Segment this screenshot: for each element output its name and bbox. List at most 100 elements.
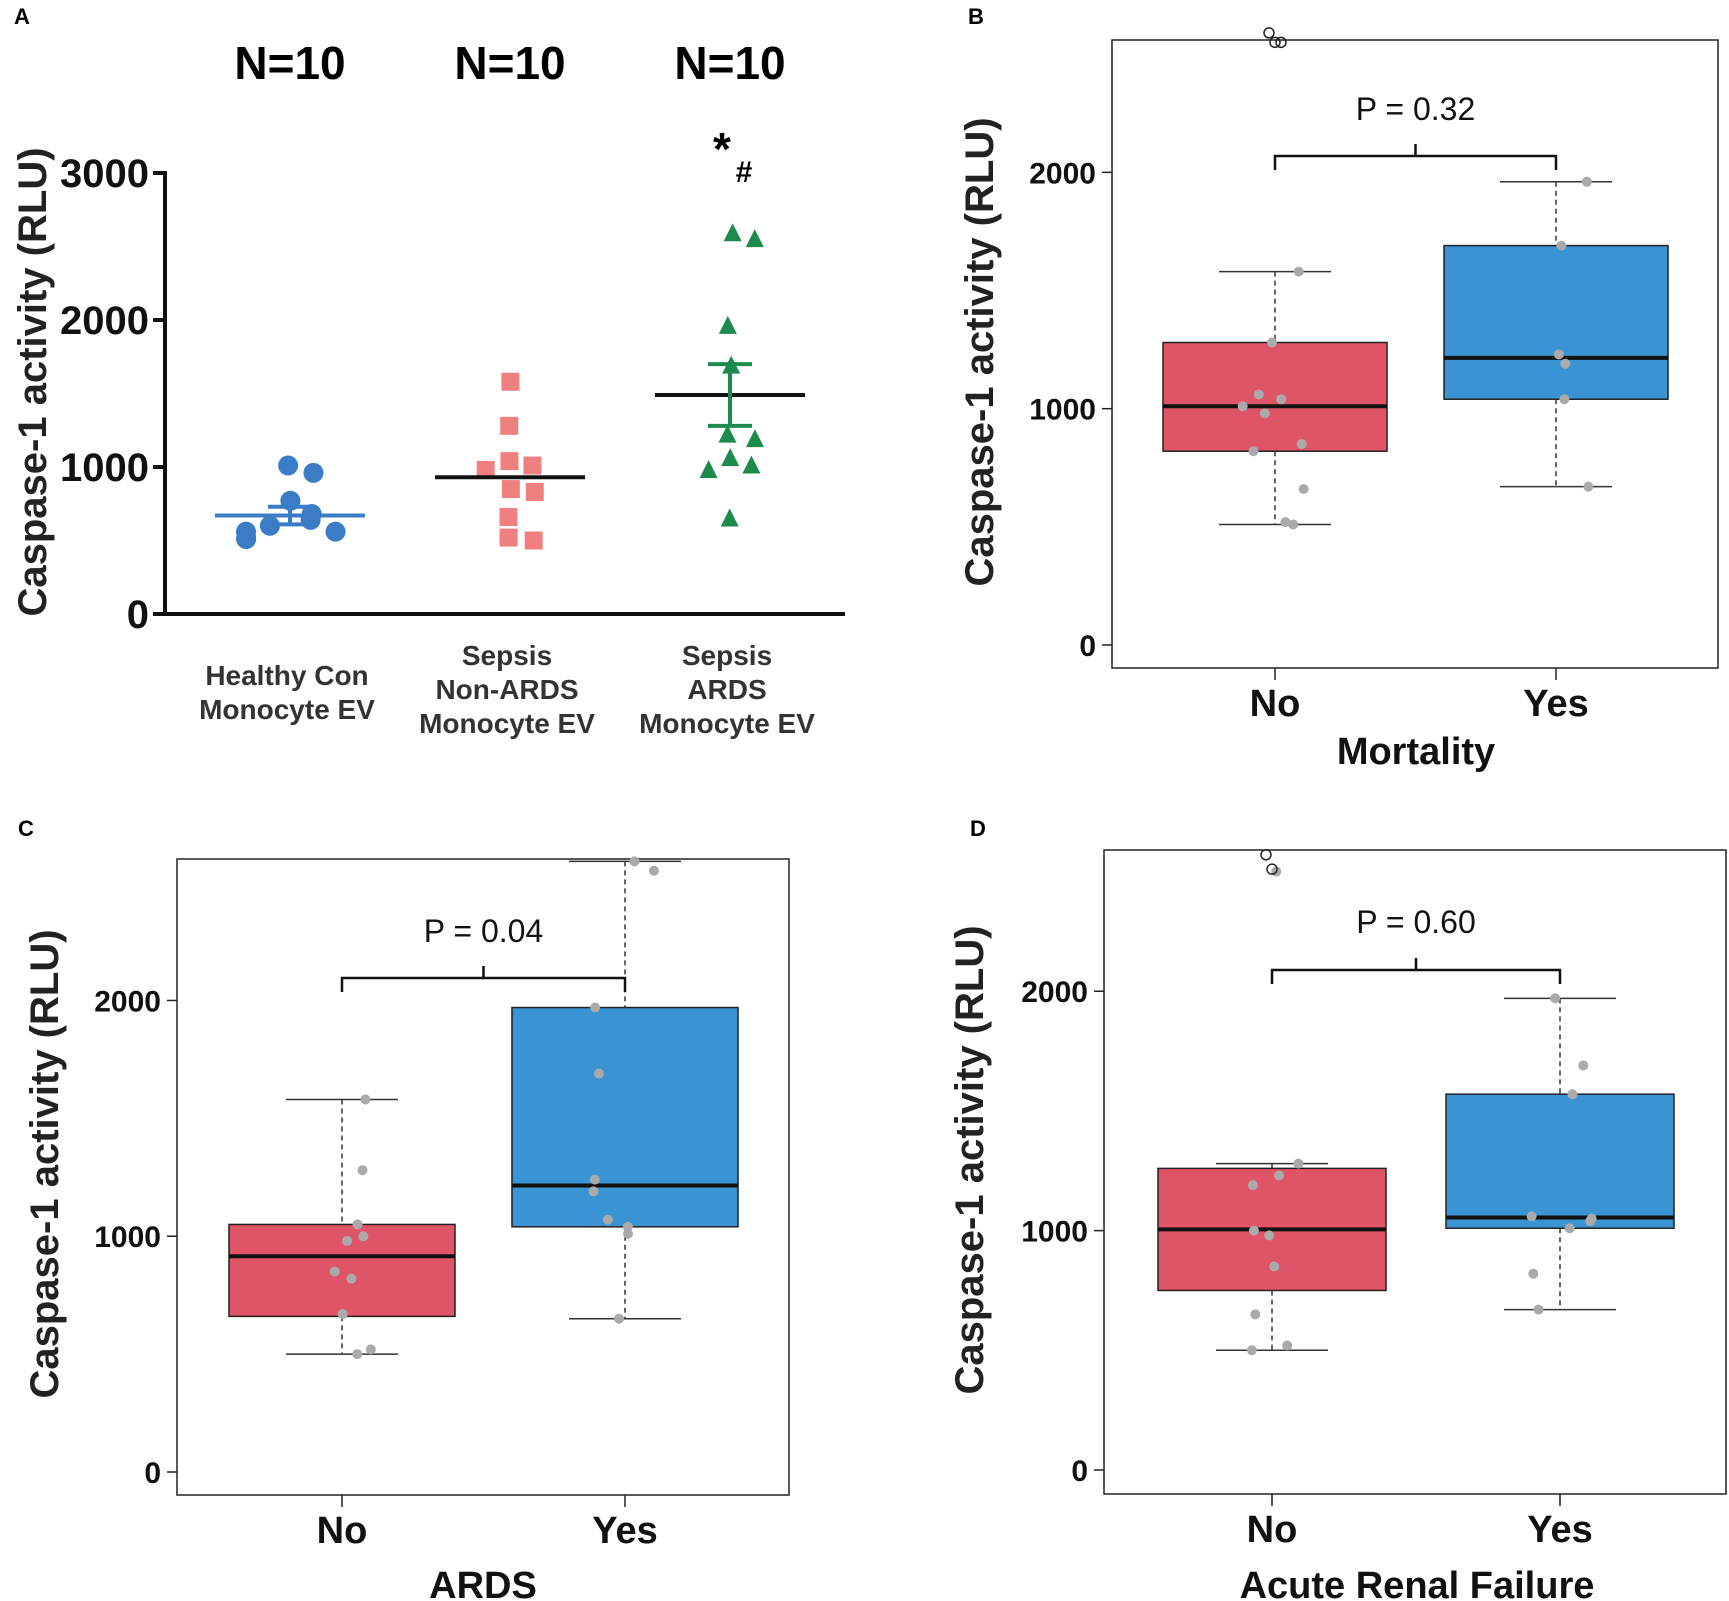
panel-a-group-label: Monocyte EV — [419, 708, 595, 739]
panel-b-data-point — [1267, 337, 1278, 348]
panel-c-data-point — [329, 1266, 340, 1277]
panel-c-data-point — [589, 1174, 600, 1185]
panel-a-data-point — [500, 452, 519, 471]
panel-c-p-value: P = 0.04 — [424, 913, 544, 949]
panel-d-y-axis-label: Caspase-1 activity (RLU) — [948, 925, 992, 1394]
panel-d-data-point — [1533, 1304, 1544, 1315]
panel-c-data-point — [590, 1002, 601, 1013]
panel-d-data-point — [1550, 993, 1561, 1004]
panel-d-x-axis-label: Acute Renal Failure — [1240, 1565, 1595, 1601]
panel-a-data-point — [501, 372, 520, 391]
panel-b-data-point — [1560, 358, 1571, 369]
panel-c-significance-bracket — [340, 966, 627, 992]
panel-a-y-tick-label: 0 — [127, 593, 149, 637]
panel-d-data-point — [1293, 1158, 1304, 1169]
panel-a-data-point — [303, 462, 324, 483]
panel-b-data-point — [1559, 394, 1570, 405]
panel-b-data-point — [1556, 240, 1567, 251]
panel-d-data-point — [1248, 1225, 1259, 1236]
panel-b-box — [1162, 341, 1388, 452]
panel-b-data-point — [1298, 484, 1309, 495]
panel-b-outlier — [1263, 27, 1275, 39]
panel-c-x-tick-label: Yes — [592, 1510, 658, 1552]
panel-d-outlier — [1266, 863, 1278, 875]
panel-a-n-label: N=10 — [674, 37, 785, 89]
panel-label-c: C — [18, 816, 34, 841]
panel-a-group-label: Monocyte EV — [199, 694, 375, 725]
panel-b-y-tick-label: 2000 — [1029, 157, 1096, 190]
panel-a-n-label: N=10 — [454, 37, 565, 89]
panel-c-data-point — [614, 1313, 625, 1324]
panel-c-data-point — [352, 1349, 363, 1360]
panel-b-outlier — [1269, 36, 1281, 49]
panel-a-y-tick-label: 2000 — [60, 299, 149, 343]
panel-d-data-point — [1250, 1309, 1261, 1320]
panel-c-data-point — [588, 1186, 599, 1197]
panel-c-data-point — [337, 1309, 348, 1320]
panel-d-data-point — [1578, 1060, 1589, 1071]
panel-c-data-point — [629, 856, 640, 867]
panel-a-data-point — [718, 315, 737, 334]
panel-a-data-point — [325, 521, 346, 542]
panel-d-y-tick-label: 1000 — [1021, 1216, 1088, 1249]
panel-c-plot-frame — [176, 858, 790, 1496]
panel-a-data-point — [500, 416, 519, 435]
panel-b-outlier — [1275, 36, 1287, 49]
panel-a-data-point — [718, 424, 737, 443]
panel-c-data-point — [648, 865, 659, 876]
panel-label-a: A — [14, 4, 30, 29]
panel-c-data-point — [346, 1273, 357, 1284]
panel-b-data-point — [1293, 266, 1304, 277]
panel-a-data-point — [525, 482, 544, 501]
panel-c-data-point — [358, 1231, 369, 1242]
panel-b-plot-frame — [1111, 39, 1719, 669]
panel-d-data-point — [1269, 1261, 1280, 1272]
panel-d-x-tick-label: Yes — [1527, 1509, 1593, 1551]
panel-a-data-point — [723, 223, 742, 242]
panel-c-box — [228, 1223, 456, 1318]
panel-c-y-tick-label: 0 — [144, 1457, 161, 1490]
panel-a-scatter-plot: Caspase-1 activity (RLU) * # 0 1000 2000 30… — [11, 37, 845, 739]
panel-b-data-point — [1253, 389, 1264, 400]
panel-d-x-tick-label: No — [1247, 1509, 1298, 1551]
panel-b-data-point — [1248, 446, 1259, 457]
panel-a-data-point — [699, 459, 718, 478]
panel-a-group-label: Monocyte EV — [639, 708, 815, 739]
panel-d-data-point — [1585, 1216, 1596, 1227]
panel-b-data-point — [1280, 517, 1291, 528]
panel-a-data-point — [236, 529, 257, 550]
panel-a-group-label: Sepsis — [462, 640, 552, 671]
panel-a-data-point — [720, 508, 739, 527]
panel-a-group-label: Healthy Con — [205, 660, 368, 691]
panel-a-data-point — [501, 480, 520, 499]
panel-a-data-point — [278, 455, 299, 476]
panel-b-y-tick-label: 1000 — [1029, 394, 1096, 427]
panel-d-data-point — [1247, 1180, 1258, 1191]
panel-d-y-tick-label: 2000 — [1021, 976, 1088, 1009]
panel-d-box-plot: Caspase-1 activity (RLU) Acute Renal Fai… — [948, 849, 1727, 1601]
panel-c-y-tick-label: 1000 — [94, 1221, 161, 1254]
panel-b-y-axis-label: Caspase-1 activity (RLU) — [958, 117, 1002, 586]
panel-c-data-point — [342, 1235, 353, 1246]
panel-c-x-axis-label: ARDS — [429, 1565, 537, 1601]
panel-a-data-point — [745, 229, 764, 248]
panel-b-data-point — [1276, 394, 1287, 405]
panel-a-y-tick-label: 3000 — [60, 152, 149, 196]
panel-c-data-point — [357, 1165, 368, 1176]
panel-label-d: D — [970, 816, 986, 841]
panel-b-data-point — [1237, 401, 1248, 412]
panel-d-data-point — [1264, 1230, 1275, 1241]
panel-a-significance-hash: # — [736, 156, 753, 189]
panel-c-data-point — [623, 1228, 634, 1239]
panel-b-x-axis-label: Mortality — [1337, 731, 1495, 773]
panel-b-data-point — [1259, 408, 1270, 419]
panel-d-y-tick-label: 0 — [1071, 1455, 1088, 1488]
panel-c-box-plot: Caspase-1 activity (RLU) ARDS 0 1000 2000 N… — [23, 856, 790, 1601]
panel-c-data-point — [352, 1219, 363, 1230]
panel-c-x-tick-label: No — [317, 1510, 368, 1552]
panel-a-data-point — [499, 528, 518, 547]
panel-d-plot-frame — [1103, 849, 1727, 1495]
panel-a-significance-star: * — [713, 123, 731, 175]
panel-b-data-point — [1583, 481, 1594, 492]
